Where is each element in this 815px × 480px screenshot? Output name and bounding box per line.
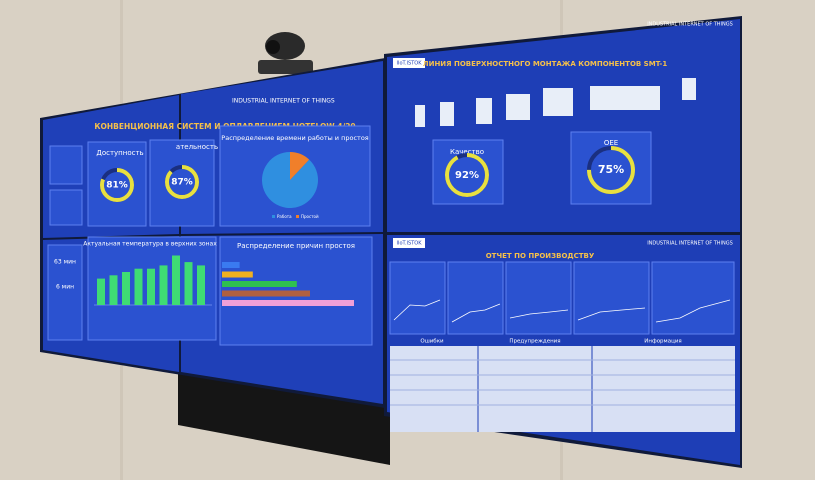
- column-header: Предупреждения: [509, 339, 560, 345]
- legend-label: Работа: [277, 214, 292, 219]
- log-table: [390, 346, 735, 432]
- bar: [197, 265, 205, 305]
- legend-label: Простой: [301, 214, 319, 219]
- machine: [543, 88, 573, 116]
- machine: [506, 94, 530, 120]
- brand: IIoT.ISTOK: [397, 241, 423, 247]
- brand: IIoT.ISTOK: [397, 61, 423, 67]
- gauge-arc: [165, 165, 199, 199]
- bar: [147, 268, 155, 305]
- soundbar: [178, 372, 390, 465]
- panel: [87, 141, 147, 227]
- gauge-arc: [587, 146, 635, 194]
- bar: [222, 300, 354, 306]
- bar: [134, 268, 143, 305]
- kpi-label: Качество: [450, 148, 484, 156]
- bar: [222, 262, 240, 268]
- brand: INDUSTRIAL INTERNET OF THINGS: [232, 98, 335, 105]
- bar: [222, 281, 297, 287]
- panel: [49, 145, 83, 185]
- panel: [149, 139, 215, 227]
- gauge-arc: [100, 168, 134, 202]
- legend-swatch: [296, 215, 299, 218]
- stat: 63 мин: [54, 259, 76, 266]
- logo: [393, 58, 425, 68]
- bar: [122, 272, 130, 305]
- panel: [389, 261, 446, 335]
- panel: [447, 261, 504, 335]
- bar: [109, 275, 118, 305]
- column-header: Информация: [644, 339, 681, 345]
- panel: [573, 261, 650, 335]
- machines: [415, 78, 696, 127]
- mini-line: [393, 299, 441, 321]
- bar: [222, 290, 310, 297]
- camera-lens: [266, 40, 280, 54]
- gauge-value: 87%: [171, 178, 193, 188]
- mini-line: [655, 299, 731, 323]
- panel: [47, 244, 83, 341]
- bar: [222, 271, 253, 278]
- report-tables: [389, 261, 735, 432]
- title: ОТЧЕТ ПО ПРОИЗВОДСТВУ: [486, 252, 595, 260]
- brand: INDUSTRIAL INTERNET OF THINGS: [647, 22, 733, 28]
- mini-line: [451, 303, 501, 323]
- stat: 6 мин: [56, 284, 74, 291]
- machine: [590, 86, 660, 110]
- chart-title: Распределение причин простоя: [237, 242, 355, 250]
- kpi-label: ательность: [176, 143, 218, 151]
- brand: INDUSTRIAL INTERNET OF THINGS: [647, 241, 733, 247]
- bar: [97, 278, 105, 305]
- gauge-value: 75%: [598, 163, 624, 176]
- mini-line: [509, 309, 569, 319]
- kpi-label: Доступность: [96, 149, 143, 157]
- machine: [440, 102, 454, 126]
- machine: [682, 78, 696, 100]
- column-header: Ошибки: [420, 339, 444, 345]
- bar: [184, 262, 193, 305]
- gauge-value: 92%: [455, 170, 479, 181]
- gauge-arc: [445, 153, 489, 197]
- bar: [159, 265, 168, 305]
- gauge-value: 81%: [106, 181, 128, 191]
- panel: [651, 261, 735, 335]
- logo: [393, 238, 425, 248]
- mini-line: [577, 307, 646, 321]
- panel: [49, 189, 83, 226]
- machine: [476, 98, 492, 124]
- chart-title: Актуальная температура в верхних зонах: [83, 241, 217, 248]
- bar: [172, 255, 180, 305]
- machine: [415, 105, 425, 127]
- legend-swatch: [272, 215, 275, 218]
- panel: [505, 261, 572, 335]
- kpi-label: OEE: [604, 139, 618, 147]
- title: ЛИНИЯ ПОВЕРХНОСТНОГО МОНТАЖА КОМПОНЕНТОВ…: [423, 60, 668, 68]
- camera-mount: [258, 60, 313, 74]
- chart-title: Распределение времени работы и простоя: [221, 134, 368, 142]
- pie-slice: [290, 152, 310, 180]
